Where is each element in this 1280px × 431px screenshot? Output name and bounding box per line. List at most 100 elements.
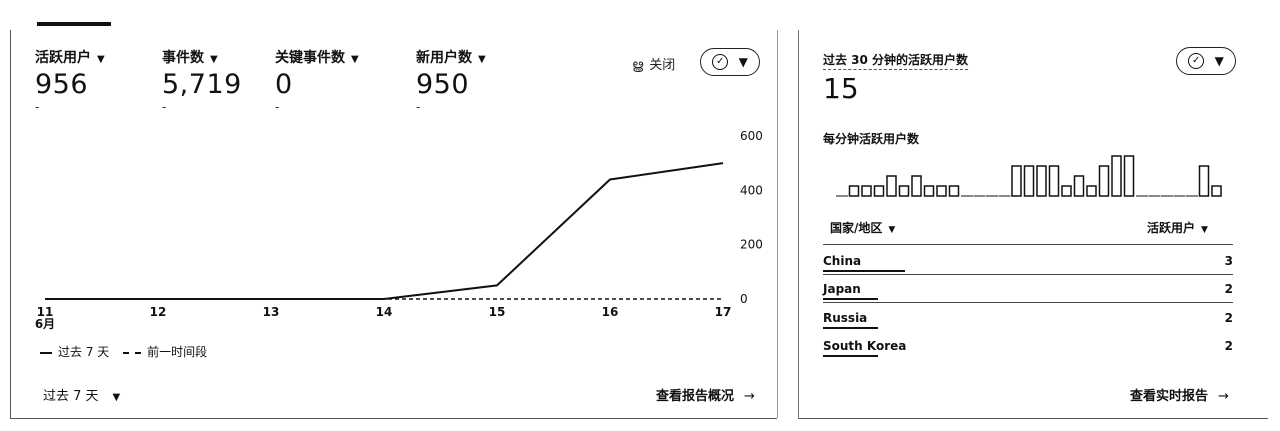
caret-down-icon: ▼	[888, 225, 895, 235]
minute-bar	[1125, 156, 1134, 196]
x-tick-label: 16	[602, 305, 619, 319]
metric-value: 0	[275, 69, 359, 100]
realtime-title[interactable]: 过去 30 分钟的活跃用户数	[823, 51, 968, 70]
share-bar	[823, 355, 878, 357]
minute-bar	[1012, 166, 1021, 196]
minute-bar	[1100, 166, 1109, 196]
minute-bar	[862, 186, 871, 196]
x-tick-label: 17	[715, 305, 732, 319]
y-tick-label: 0	[740, 292, 748, 306]
view-report-overview-link[interactable]: 查看报告概况 →	[656, 385, 755, 404]
legend-current: 过去 7 天	[58, 345, 109, 359]
minute-bar	[1087, 186, 1096, 196]
share-bar	[823, 298, 878, 300]
legend-dashed-swatch	[123, 352, 141, 354]
country-name: Russia	[823, 311, 867, 325]
date-range-label: 过去 7 天	[43, 389, 99, 404]
minute-bar	[950, 186, 959, 196]
minute-bar	[1212, 186, 1221, 196]
minute-bar	[850, 186, 859, 196]
minute-bar	[912, 176, 921, 196]
column-users-header[interactable]: 活跃用户 ▼	[1147, 219, 1208, 236]
per-minute-bar-chart	[836, 150, 1226, 200]
metric-value: 956	[35, 69, 105, 100]
column-country-header[interactable]: 国家/地区 ▼	[830, 219, 895, 236]
arrow-right-icon: →	[744, 389, 755, 404]
minute-bar	[937, 186, 946, 196]
close-icon: ൠ	[632, 58, 643, 73]
x-month-label: 6月	[35, 317, 55, 331]
metric-delta: -	[275, 100, 359, 114]
caret-down-icon: ▼	[113, 392, 121, 403]
metric-label: 事件数 ▼	[162, 47, 242, 67]
close-comparison-button[interactable]: ൠ 关闭	[632, 54, 675, 73]
country-users: 2	[1225, 282, 1233, 296]
minute-bar	[1112, 156, 1121, 196]
realtime-value: 15	[823, 72, 859, 105]
x-tick-label: 15	[489, 305, 506, 319]
x-tick-label: 14	[376, 305, 393, 319]
metric-active-users[interactable]: 活跃用户 ▼ 956 -	[35, 47, 105, 114]
metric-label: 活跃用户 ▼	[35, 47, 105, 67]
y-tick-label: 400	[740, 183, 763, 197]
caret-down-icon: ▼	[739, 55, 748, 69]
metric-events[interactable]: 事件数 ▼ 5,719 -	[162, 47, 242, 114]
minute-bar	[900, 186, 909, 196]
row-divider	[823, 274, 1233, 275]
close-label: 关闭	[649, 58, 675, 73]
table-row[interactable]: Japan 2	[823, 276, 1233, 304]
table-row[interactable]: South Korea 2	[823, 333, 1233, 361]
caret-down-icon: ▼	[1201, 225, 1208, 235]
view-report-label: 查看报告概况	[656, 389, 734, 404]
x-tick-label: 12	[150, 305, 167, 319]
realtime-quality-menu-button[interactable]: ✓ ▼	[1176, 47, 1236, 75]
minute-bar	[1037, 166, 1046, 196]
metric-new-users[interactable]: 新用户数 ▼ 950 -	[416, 47, 486, 114]
table-divider	[823, 244, 1233, 245]
view-realtime-label: 查看实时报告	[1130, 389, 1208, 404]
country-users: 2	[1225, 311, 1233, 325]
minute-bar	[1062, 186, 1071, 196]
caret-down-icon: ▼	[478, 54, 486, 65]
tab-indicator	[37, 22, 111, 26]
metric-key-events[interactable]: 关键事件数 ▼ 0 -	[275, 47, 359, 114]
share-bar	[823, 270, 905, 272]
legend-previous: 前一时间段	[147, 345, 207, 359]
caret-down-icon: ▼	[1215, 54, 1224, 68]
y-tick-label: 200	[740, 238, 763, 252]
minute-bar	[1025, 166, 1034, 196]
minute-bar	[925, 186, 934, 196]
country-name: Japan	[823, 282, 861, 296]
minute-bar	[1050, 166, 1059, 196]
minute-bar	[875, 186, 884, 196]
caret-down-icon: ▼	[351, 54, 359, 65]
caret-down-icon: ▼	[97, 54, 105, 65]
date-range-selector[interactable]: 过去 7 天 ▼	[43, 385, 120, 404]
metric-delta: -	[162, 100, 242, 114]
minute-bar	[1075, 176, 1084, 196]
minute-bar	[1200, 166, 1209, 196]
line-chart: 0 200 400 600 11 12 13 14 15 16 17 6月	[30, 120, 770, 335]
chart-legend: 过去 7 天 前一时间段	[40, 343, 207, 360]
series-current-line	[45, 163, 723, 299]
caret-down-icon: ▼	[210, 54, 218, 65]
x-tick-label: 13	[263, 305, 280, 319]
data-quality-menu-button[interactable]: ✓ ▼	[700, 48, 760, 76]
country-name: South Korea	[823, 339, 906, 353]
row-divider	[823, 302, 1233, 303]
country-users: 2	[1225, 339, 1233, 353]
legend-solid-swatch	[40, 352, 52, 354]
per-minute-subtitle: 每分钟活跃用户数	[823, 130, 919, 147]
metric-value: 5,719	[162, 69, 242, 100]
view-realtime-report-link[interactable]: 查看实时报告 →	[1130, 385, 1229, 404]
country-name: China	[823, 254, 861, 268]
metric-delta: -	[35, 100, 105, 114]
y-tick-label: 600	[740, 129, 763, 143]
table-row[interactable]: China 3	[823, 248, 1233, 276]
table-row[interactable]: Russia 2	[823, 305, 1233, 333]
metric-label: 新用户数 ▼	[416, 47, 486, 67]
metric-delta: -	[416, 100, 486, 114]
metric-value: 950	[416, 69, 486, 100]
arrow-right-icon: →	[1218, 389, 1229, 404]
minute-bar	[887, 176, 896, 196]
